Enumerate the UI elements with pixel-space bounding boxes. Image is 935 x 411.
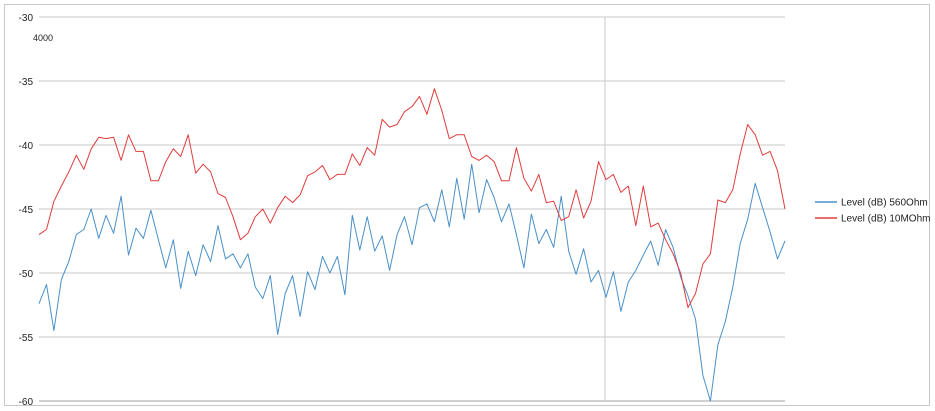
y-tick-label: -45 (19, 205, 34, 216)
chart-frame: -30 -35 -40 -45 -50 -55 -60 4000 Level (dB) 56… (4, 4, 931, 407)
y-tick-label: -55 (19, 333, 34, 344)
y-tick-label: -50 (19, 269, 34, 280)
line-chart: -30 -35 -40 -45 -50 -55 -60 4000 Level (dB) 56… (19, 13, 931, 407)
series-line-level-db-560ohm (38, 163, 786, 402)
y-tick-label: -40 (19, 141, 34, 152)
legend-label: Level (dB) 10MOhm (841, 214, 930, 225)
legend: Level (dB) 560Ohm Level (dB) 10MOhm (815, 198, 930, 225)
y-tick-label: -30 (19, 13, 34, 24)
series-lines (38, 88, 786, 402)
y-tick-label: -60 (19, 397, 34, 407)
legend-label: Level (dB) 560Ohm (841, 198, 928, 209)
chart-annotation: 4000 (33, 33, 53, 43)
y-tick-label: -35 (19, 77, 34, 88)
gridlines (39, 16, 785, 402)
y-axis-tick-labels: -30 -35 -40 -45 -50 -55 -60 (19, 13, 34, 407)
series-line-level-db-10mohm (38, 88, 786, 309)
